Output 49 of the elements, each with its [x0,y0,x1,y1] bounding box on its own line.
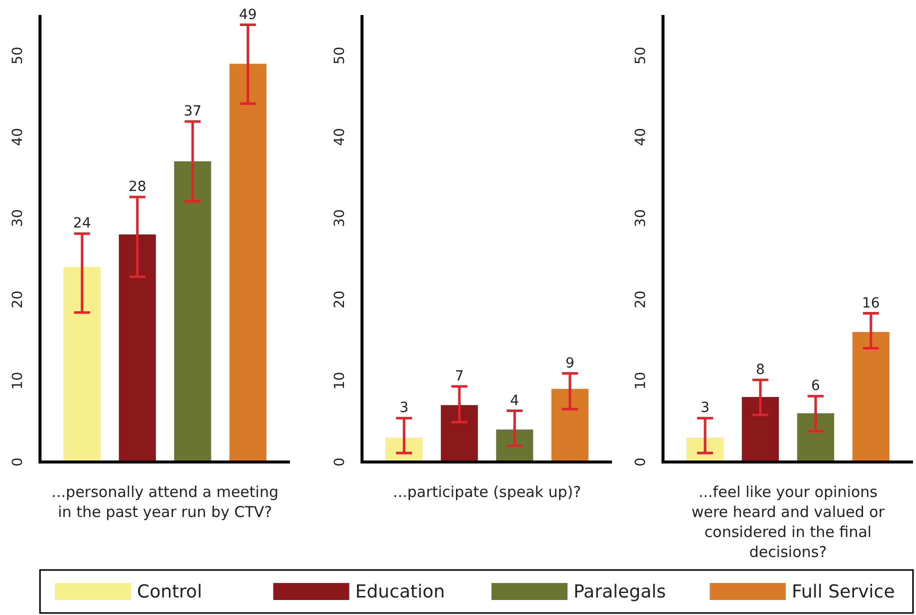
data-label: 7 [454,368,464,384]
y-tick-label: 0 [633,458,649,466]
data-label: 16 [862,295,880,312]
y-tick-label: 10 [332,372,348,390]
bar [742,396,779,462]
y-tick-label: 40 [633,128,649,146]
data-label: 6 [811,378,820,394]
y-tick-label: 0 [332,458,348,466]
data-label: 28 [128,179,146,196]
data-label: 3 [400,400,409,416]
legend-label: Full Service [792,582,895,602]
y-tick-label: 20 [10,290,26,308]
data-label: 9 [565,355,574,372]
bar [852,332,890,462]
y-tick-label: 30 [332,209,348,228]
x-axis-title: ...personally attend a meeting in the past year run by CTV? [52,483,278,521]
y-tick-label: 20 [332,290,348,308]
y-tick-label: 0 [10,458,26,466]
bar [686,438,724,462]
data-label: 24 [73,216,92,232]
x-axis-title: ...participate (speak up)? [392,483,582,501]
data-label: 4 [510,392,520,409]
y-tick-label: 30 [10,209,26,228]
legend-label: Paralegals [574,582,666,602]
y-tick-label: 40 [10,128,26,146]
y-tick-label: 50 [332,46,348,65]
y-tick-label: 40 [332,128,348,146]
legend-label: Education [355,582,445,602]
x-axis-title: ...feel like your opinions were heard and valued or considered in the final decisions? [691,483,886,561]
bar [386,438,423,462]
legend-label: Control [137,582,202,602]
y-tick-label: 50 [633,46,649,65]
bar [64,266,101,462]
data-label: 37 [184,103,202,120]
bar [440,405,478,462]
data-label: 8 [756,362,765,378]
y-tick-label: 50 [10,46,26,65]
y-tick-label: 30 [633,209,649,228]
bar [229,64,266,462]
y-tick-label: 20 [633,290,649,308]
bar [551,388,588,462]
data-label: 3 [700,400,710,416]
data-label: 49 [239,6,257,23]
bar [797,413,834,462]
y-tick-label: 10 [633,372,649,390]
y-tick-label: 10 [10,372,26,390]
bar [118,234,156,462]
bar [174,161,212,462]
bar [496,429,534,462]
